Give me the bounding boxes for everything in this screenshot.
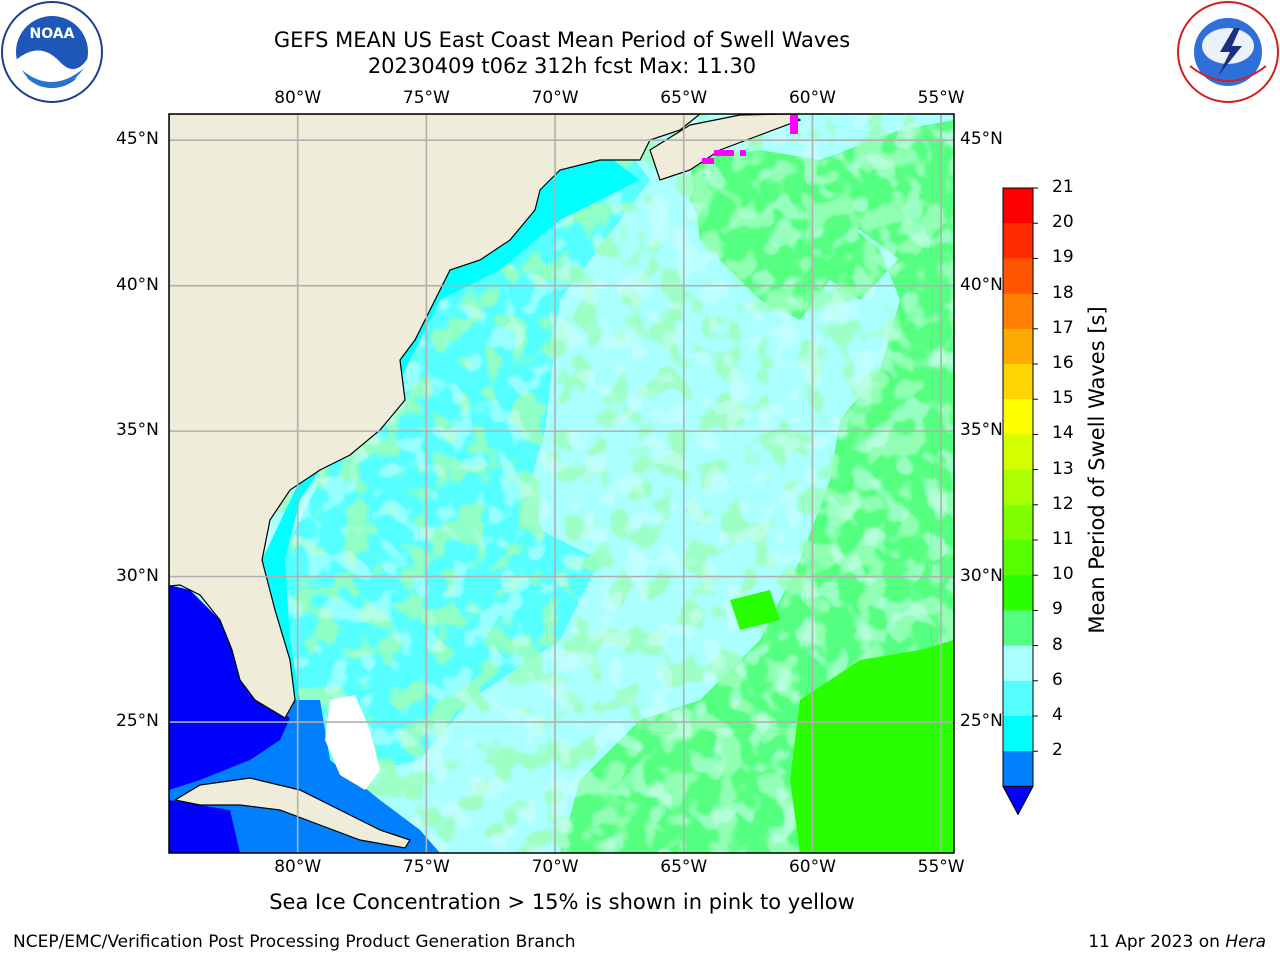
lat-label-left: 30°N [116, 565, 159, 586]
chart-subtitle: 20230409 t06z 312h fcst Max: 11.30 [367, 54, 757, 78]
land-cuba [173, 777, 411, 849]
colorbar-segment [1003, 751, 1033, 787]
colorbar-segment [1003, 364, 1033, 400]
colorbar-segment [1003, 680, 1033, 717]
colorbar-segment [1003, 328, 1033, 365]
colorbar-title: Mean Period of Swell Waves [s] [1085, 306, 1109, 634]
lon-label-bottom: 65°W [660, 857, 708, 877]
colorbar-segment [1003, 399, 1033, 435]
colorbar-tick-label: 15 [1052, 388, 1074, 409]
lon-label-bottom: 55°W [917, 857, 965, 877]
lat-label-left: 25°N [116, 711, 159, 732]
lon-label-bottom: 70°W [531, 857, 579, 877]
lon-label-bottom: 60°W [788, 857, 836, 877]
chart-title: GEFS MEAN US East Coast Mean Period of S… [273, 28, 851, 52]
lon-label-top: 75°W [402, 88, 450, 108]
lon-label-top: 70°W [531, 88, 579, 108]
colorbar-tick-label: 17 [1052, 317, 1074, 338]
colorbar-segment [1003, 469, 1033, 506]
colorbar-tick-label: 13 [1052, 458, 1074, 479]
ocean-field-10-11 [790, 640, 954, 853]
footer-host: Hera [1225, 932, 1266, 952]
colorbar-segment [1003, 610, 1033, 647]
nws-logo [1177, 1, 1279, 103]
colorbar-tick-label: 8 [1052, 634, 1063, 655]
sea-ice-pixel [790, 114, 798, 134]
lon-label-top: 65°W [660, 88, 708, 108]
lon-label-bottom: 75°W [402, 857, 450, 877]
map-frame [168, 113, 955, 854]
colorbar-segment [1003, 188, 1033, 224]
colorbar-tick-label: 21 [1052, 177, 1074, 197]
colorbar-tick-label: 6 [1052, 669, 1063, 690]
colorbar-segment [1003, 540, 1033, 576]
ocean-field-10-11-patch [730, 590, 780, 630]
colorbar-frame [1002, 187, 1034, 787]
lat-label-right: 35°N [960, 420, 1003, 441]
lat-label-left: 35°N [116, 420, 159, 441]
footer-date: 11 Apr 2023 on Hera [1088, 932, 1266, 952]
land-nova-scotia [649, 114, 802, 181]
colorbar-tick-label: 11 [1052, 529, 1074, 549]
noaa-logo-text: NOAA [30, 26, 75, 42]
colorbar-tick-label: 19 [1052, 247, 1074, 268]
lat-label-left: 40°N [116, 274, 159, 295]
footer-credit: NCEP/EMC/Verification Post Processing Pr… [13, 932, 576, 952]
colorbar-segment [1003, 258, 1033, 295]
colorbar-segment [1003, 293, 1033, 330]
colorbar-tick-label: 14 [1052, 423, 1074, 444]
sea-ice-note: Sea Ice Concentration > 15% is shown in … [269, 890, 855, 914]
colorbar-segment [1003, 575, 1033, 611]
noaa-logo: NOAA [1, 1, 103, 103]
footer-date-text: 11 Apr 2023 on [1088, 932, 1226, 952]
sea-ice-pixel [740, 150, 746, 156]
colorbar-segment [1003, 716, 1033, 752]
colorbar-segment [1003, 434, 1033, 471]
lat-label-right: 45°N [960, 129, 1003, 150]
map-field [169, 114, 954, 853]
colorbar-segment [1003, 504, 1033, 541]
sea-ice-pixel [714, 150, 734, 156]
colorbar-tick-label: 2 [1052, 740, 1063, 761]
colorbar-tick-label: 16 [1052, 353, 1074, 373]
lat-label-right: 40°N [960, 274, 1003, 295]
colorbar-under-extension [1002, 785, 1034, 816]
sea-ice-pixel [702, 158, 714, 164]
lon-label-top: 55°W [917, 88, 965, 108]
colorbar-tick-label: 12 [1052, 493, 1074, 514]
colorbar-segment [1003, 223, 1033, 259]
lat-label-right: 30°N [960, 565, 1003, 586]
gulf-field-under-2-b [169, 800, 240, 853]
colorbar-tick-label: 18 [1052, 282, 1074, 303]
colorbar-tick-label: 9 [1052, 599, 1063, 620]
lat-label-right: 25°N [960, 711, 1003, 732]
lon-label-bottom: 80°W [274, 857, 322, 877]
graticule [169, 114, 954, 853]
colorbar-tick-label: 10 [1052, 564, 1074, 585]
colorbar-tick-label: 20 [1052, 212, 1074, 233]
bahamas-nodata [325, 695, 380, 790]
colorbar-tick-label: 4 [1052, 705, 1063, 725]
lon-label-top: 60°W [788, 88, 836, 108]
lon-label-top: 80°W [274, 88, 322, 108]
land-north-america [169, 114, 701, 719]
gulf-field-under-2 [169, 585, 290, 790]
lat-label-left: 45°N [116, 129, 159, 150]
colorbar-segment [1003, 645, 1033, 682]
